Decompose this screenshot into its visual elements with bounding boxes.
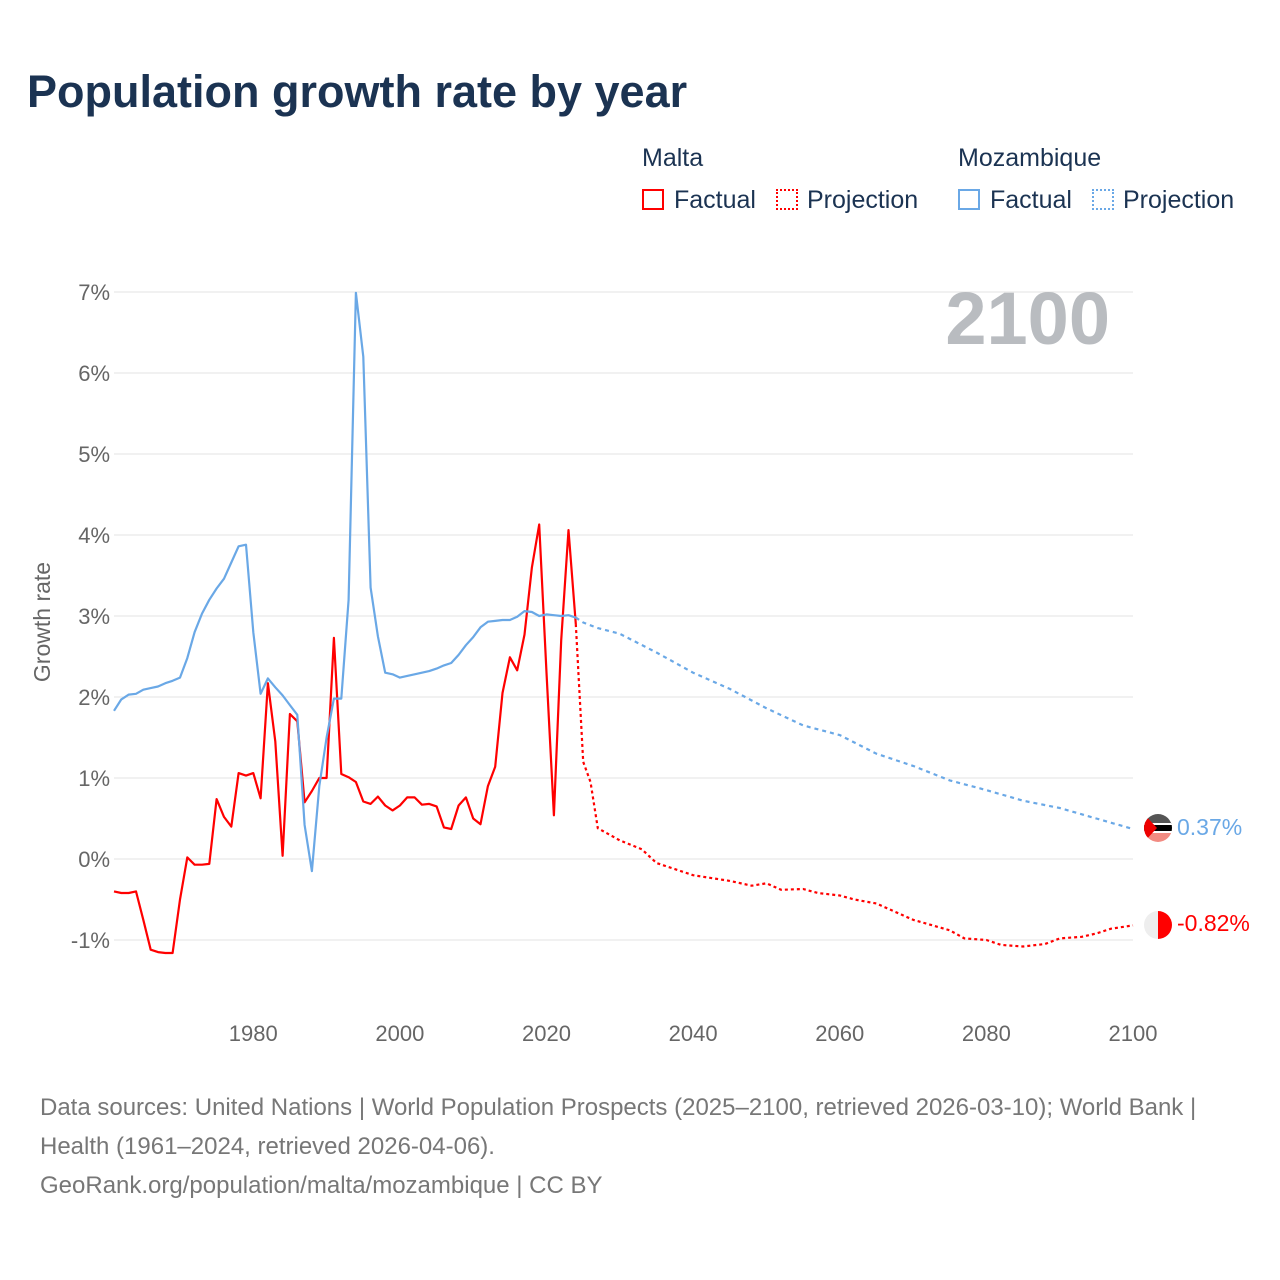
legend-label-mozambique-factual: Factual: [990, 186, 1072, 214]
y-tick-label: 2%: [78, 685, 110, 710]
end-label-mozambique: 0.37%: [1177, 814, 1242, 840]
malta-flag-icon: [1144, 911, 1172, 939]
mozambique-flag-icon: [1144, 814, 1172, 842]
x-tick-label: 2060: [815, 1021, 864, 1046]
y-tick-label: 1%: [78, 766, 110, 791]
y-tick-label: 6%: [78, 361, 110, 386]
legend-label-mozambique-projection: Projection: [1123, 186, 1235, 214]
y-tick-label: 5%: [78, 442, 110, 467]
current-year-watermark: 2100: [945, 277, 1110, 360]
legend-swatch-mozambique-factual: [958, 189, 980, 210]
chart-title: Population growth rate by year: [27, 66, 688, 117]
x-tick-label: 2100: [1109, 1021, 1158, 1046]
legend-swatch-malta-projection: [776, 189, 798, 210]
y-tick-label: -1%: [71, 928, 110, 953]
x-tick-label: 2020: [522, 1021, 571, 1046]
y-tick-label: 7%: [78, 280, 110, 305]
legend-swatch-malta-factual: [642, 189, 664, 210]
y-tick-label: 3%: [78, 604, 110, 629]
legend-swatch-mozambique-projection: [1092, 189, 1114, 210]
series-mozambique-factual: [113, 291, 577, 873]
legend-group-mozambique: Mozambique: [958, 144, 1102, 172]
legend-group-malta: Malta: [642, 144, 704, 172]
x-tick-label: 1980: [229, 1021, 278, 1046]
x-tick-label: 2000: [375, 1021, 424, 1046]
y-axis-label: Growth rate: [29, 562, 55, 682]
credit-link[interactable]: GeoRank.org/population/malta/mozambique …: [40, 1172, 603, 1199]
series-malta-factual: [113, 523, 577, 955]
data-sources: Data sources: United Nations | World Pop…: [40, 1094, 1197, 1160]
legend-label-malta-projection: Projection: [807, 186, 919, 214]
legend-label-malta-factual: Factual: [674, 186, 756, 214]
series-malta-projection: [574, 624, 1134, 948]
footer: Data sources: United Nations | World Pop…: [40, 1088, 1240, 1205]
series-mozambique-projection: [575, 616, 1134, 831]
end-label-malta: -0.82%: [1177, 910, 1250, 936]
x-tick-label: 2080: [962, 1021, 1011, 1046]
y-tick-label: 4%: [78, 523, 110, 548]
y-tick-label: 0%: [78, 847, 110, 872]
x-tick-label: 2040: [669, 1021, 718, 1046]
